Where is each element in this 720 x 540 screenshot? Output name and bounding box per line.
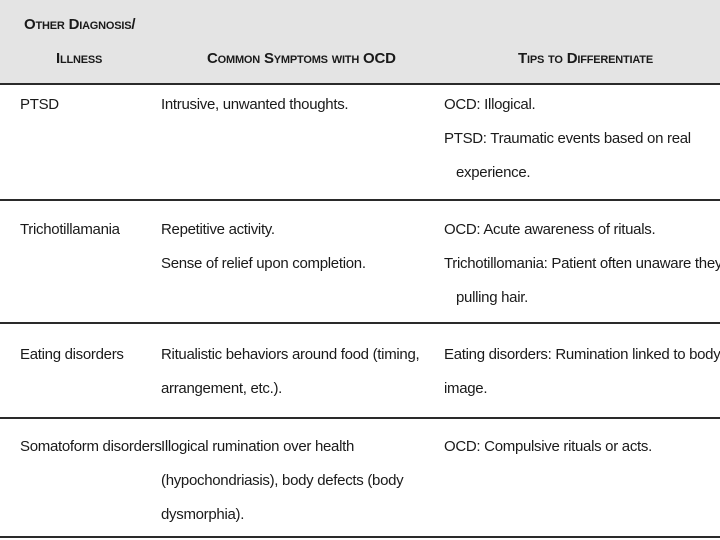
row-divider [0,417,720,419]
symptoms-cell: Repetitive activity. Sense of relief upo… [161,213,366,281]
diagnosis-cell: Eating disorders [20,346,124,363]
diagnosis-cell: Somatoform disorders [20,438,162,455]
symptom-line: arrangement, etc.). [161,380,283,397]
symptom-line: (hypochondriasis), body defects (body [161,472,404,489]
symptoms-cell: Illogical rumination over health (hypoch… [161,430,404,532]
tips-cell: OCD: Acute awareness of rituals. Trichot… [444,213,720,315]
tip-line: OCD: Acute awareness of rituals. [444,221,656,238]
table-bottom-border [0,536,720,538]
tip-line: OCD: Compulsive rituals or acts. [444,438,652,455]
tip-line: Eating disorders: Rumination linked to b… [444,346,720,363]
row-divider [0,322,720,324]
tips-cell: OCD: Illogical. PTSD: Traumatic events b… [444,88,691,190]
tip-line: image. [444,380,488,397]
row-divider [0,199,720,201]
symptoms-cell: Ritualistic behaviors around food (timin… [161,338,420,406]
header-col2: Common Symptoms with OCD [207,50,396,67]
diagnosis-cell: Trichotillamania [20,221,120,238]
symptoms-cell: Intrusive, unwanted thoughts. [161,88,349,122]
diagnosis-cell: PTSD [20,96,59,113]
symptom-line: Repetitive activity. [161,221,275,238]
header-divider [0,83,720,85]
symptom-line: Sense of relief upon completion. [161,255,366,272]
symptom-line: Intrusive, unwanted thoughts. [161,96,349,113]
tip-line: OCD: Illogical. [444,96,536,113]
symptom-line: Ritualistic behaviors around food (timin… [161,346,420,363]
tips-cell: Eating disorders: Rumination linked to b… [444,338,720,406]
symptom-line: Illogical rumination over health [161,438,355,455]
tip-line: PTSD: Traumatic events based on real [444,130,691,147]
header-col3: Tips to Differentiate [518,50,653,67]
header-col1-line2: Illness [56,50,103,67]
tip-line: pulling hair. [456,289,528,306]
table-header: Other Diagnosis/ Illness Common Symptoms… [0,0,720,84]
tips-cell: OCD: Compulsive rituals or acts. [444,430,652,464]
header-col1-line1: Other Diagnosis/ [24,16,136,33]
tip-line: experience. [456,164,531,181]
tip-line: Trichotillomania: Patient often unaware … [444,255,720,272]
symptom-line: dysmorphia). [161,506,245,523]
